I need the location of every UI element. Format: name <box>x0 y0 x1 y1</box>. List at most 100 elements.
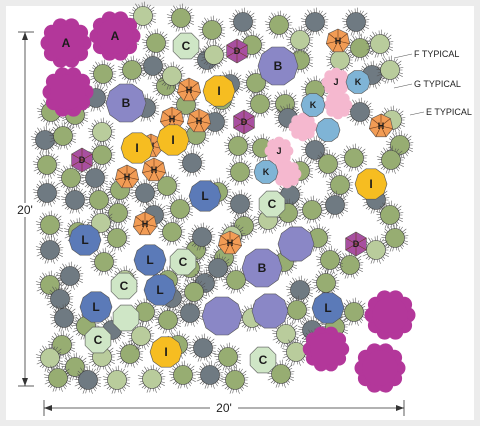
plant-f-typical <box>32 150 61 179</box>
plant-a <box>354 343 406 393</box>
plant-b <box>251 293 289 329</box>
plant-label-d: D <box>234 46 241 56</box>
plant-label-h: H <box>335 36 342 46</box>
plant-f-typical <box>339 143 368 172</box>
plant-f-typical <box>60 352 89 381</box>
plant-a: A <box>89 11 141 61</box>
plant-k: K <box>345 70 371 94</box>
plant-k: K <box>253 160 279 184</box>
plant-e-typical <box>138 51 167 80</box>
plant-f-typical <box>264 10 293 39</box>
plant-label-k: K <box>355 77 362 87</box>
plant-label-j: J <box>276 146 281 156</box>
plant-l: L <box>311 292 345 324</box>
plant-i: I <box>120 132 154 164</box>
plant-h: H <box>186 108 212 133</box>
plant-h: H <box>114 164 140 189</box>
plant-j <box>272 159 302 189</box>
plant-h: H <box>217 230 243 255</box>
plant-f-typical <box>88 59 117 88</box>
plant-e-typical <box>341 7 370 36</box>
plant-f-typical <box>376 145 405 174</box>
plant-label-c: C <box>259 353 268 367</box>
plant-f-typical <box>345 33 374 62</box>
plant-f-typical <box>168 360 197 389</box>
plant-b <box>277 226 315 262</box>
plant-f-typical <box>165 194 194 223</box>
plant-j <box>288 112 318 142</box>
plant-k: K <box>300 93 326 117</box>
plant-label-c: C <box>120 279 129 293</box>
plant-label-b: B <box>274 59 283 73</box>
plant-g-typical <box>365 29 394 58</box>
plant-label-l: L <box>81 233 88 247</box>
plant-label-a: A <box>111 29 120 43</box>
plant-e-typical <box>60 185 89 214</box>
legend: F TYPICAL G TYPICAL E TYPICAL <box>393 49 472 117</box>
plant-label-h: H <box>142 219 149 229</box>
plant-label-l: L <box>156 283 163 297</box>
legend-f-typical: F TYPICAL <box>414 49 459 59</box>
plant-f-typical <box>166 3 195 32</box>
plant-f-typical <box>153 305 182 334</box>
plant-h: H <box>132 211 158 236</box>
plant-j: J <box>264 136 294 166</box>
plant-a <box>364 290 416 340</box>
plant-l: L <box>68 224 102 256</box>
plant-j <box>323 90 353 120</box>
plant-label-h: H <box>169 114 176 124</box>
plant-e-typical <box>73 365 102 394</box>
plant-e-typical <box>345 97 374 126</box>
height-dimension-label: 20' <box>17 203 33 217</box>
plant-e-typical <box>45 284 74 313</box>
plant-label-h: H <box>151 165 158 175</box>
plant-f-typical <box>223 131 252 160</box>
plant-f-typical <box>297 195 326 224</box>
plant-e-typical <box>300 135 329 164</box>
plant-g-typical <box>87 117 116 146</box>
plant-f-typical <box>225 157 254 186</box>
plant-i: I <box>202 75 236 107</box>
plant-b <box>201 296 243 336</box>
plant-g-typical <box>35 343 64 372</box>
plant-label-j: J <box>333 77 338 87</box>
plant-g-typical <box>86 208 115 237</box>
plant-b: B <box>257 46 299 86</box>
plant-label-l: L <box>324 301 331 315</box>
plant-e-typical <box>195 360 224 389</box>
plant-f-typical <box>89 247 118 276</box>
plant-g-typical <box>137 364 166 393</box>
plant-f-typical <box>157 217 186 246</box>
plant-g-typical <box>128 1 157 30</box>
plant-f-typical <box>213 342 242 371</box>
plant-d: D <box>226 38 248 64</box>
plant-label-b: B <box>122 96 131 110</box>
plant-l: L <box>133 244 167 276</box>
plant-label-h: H <box>196 116 203 126</box>
plant-f-typical <box>115 339 144 368</box>
plant-h: H <box>325 28 351 53</box>
plant-j: J <box>321 67 351 97</box>
plant-e-typical <box>228 7 257 36</box>
legend-e-typical: E TYPICAL <box>426 107 472 117</box>
plant-c: C <box>110 272 138 300</box>
plant-label-i: I <box>135 141 138 155</box>
plant-label-l: L <box>92 300 99 314</box>
plant-a <box>302 326 350 372</box>
plant-f-typical <box>197 15 226 44</box>
plant-label-d: D <box>79 155 86 165</box>
plant-f-typical <box>152 171 181 200</box>
plant-e-typical <box>49 303 78 332</box>
plant-label-k: K <box>263 167 270 177</box>
width-dimension-label: 20' <box>216 401 232 415</box>
plant-d: D <box>345 231 367 257</box>
plant-g-typical <box>126 321 155 350</box>
plant-f-typical <box>48 121 77 150</box>
plant-label-b: B <box>258 261 267 275</box>
plant-f-typical <box>313 149 342 178</box>
plant-f-typical <box>43 363 72 392</box>
plant-f-typical <box>117 55 146 84</box>
plant-e-typical <box>55 261 84 290</box>
plant-f-typical <box>220 365 249 394</box>
